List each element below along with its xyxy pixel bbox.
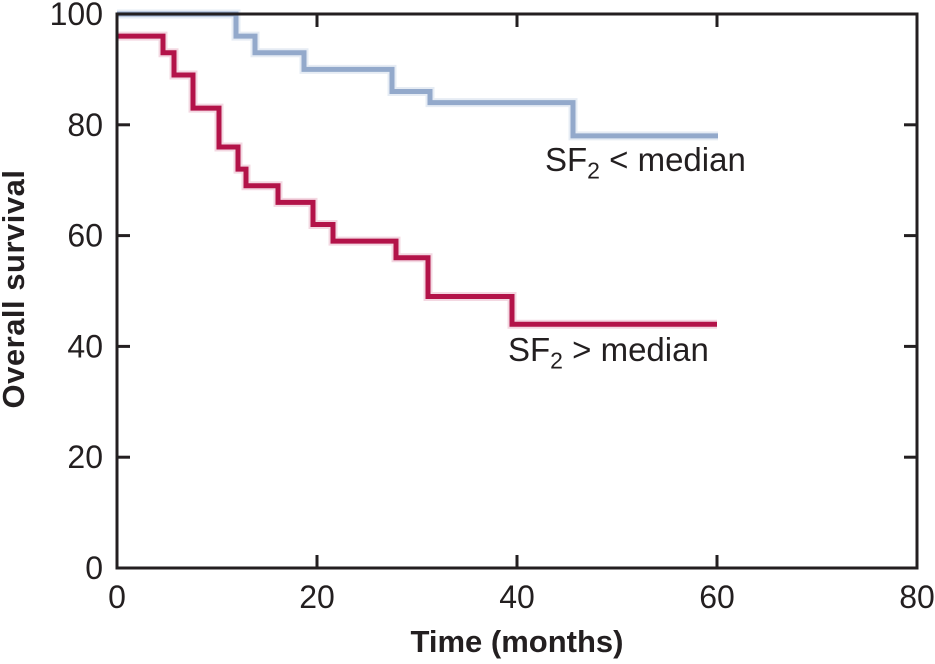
series-label-subscript: 2 <box>550 347 563 374</box>
x-tick-label-40: 40 <box>499 579 535 615</box>
y-tick-label-100: 100 <box>50 0 103 32</box>
x-tick-label-80: 80 <box>899 579 935 615</box>
series-label-prefix: SF <box>545 141 588 178</box>
y-tick-label-40: 40 <box>67 328 103 364</box>
x-tick-label-20: 20 <box>299 579 335 615</box>
series-label-suffix: > median <box>562 331 709 368</box>
series-label-subscript: 2 <box>587 157 600 184</box>
y-tick-label-60: 60 <box>67 218 103 254</box>
series-label-prefix: SF <box>508 331 551 368</box>
series-label-suffix: < median <box>599 141 746 178</box>
y-tick-label-80: 80 <box>67 107 103 143</box>
y-tick-label-0: 0 <box>85 550 103 586</box>
x-tick-label-60: 60 <box>699 579 735 615</box>
survival-curve-halo-0 <box>117 9 718 141</box>
survival-curve-1 <box>117 33 717 327</box>
series-label-sf2-gt-median: SF2 > median <box>508 331 709 372</box>
axis-box <box>115 12 919 570</box>
series-label-sf2-lt-median: SF2 < median <box>545 141 746 182</box>
x-tick-label-0: 0 <box>108 579 126 615</box>
survival-curve-0 <box>117 11 718 139</box>
y-tick-label-20: 20 <box>67 439 103 475</box>
x-axis-title: Time (months) <box>410 624 624 659</box>
survival-curve-halo-1 <box>117 31 717 329</box>
